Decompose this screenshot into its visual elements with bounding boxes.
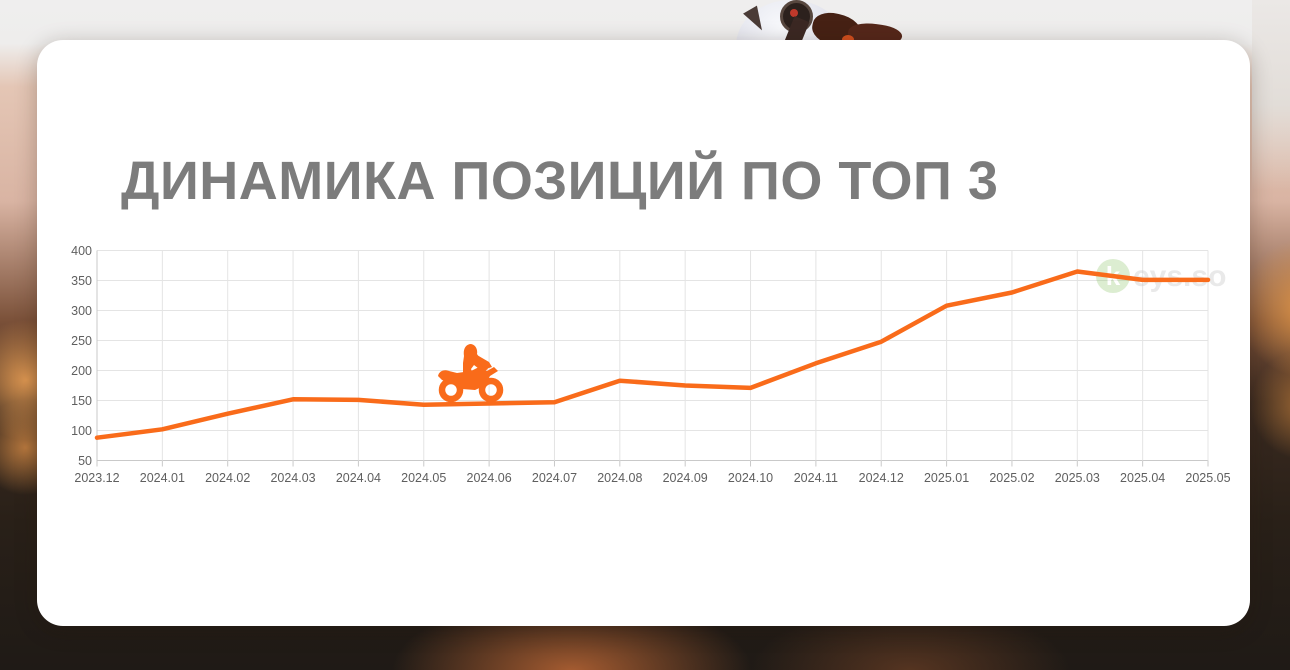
x-axis-label: 2024.05: [401, 471, 447, 485]
line-chart-canvas: k eys.so: [94, 250, 1226, 467]
x-axis-label: 2025.04: [1120, 471, 1166, 485]
y-axis-label: 150: [71, 393, 92, 408]
x-axis-label: 2024.02: [205, 471, 251, 485]
positions-line: [94, 269, 1211, 440]
y-axis-label: 300: [71, 303, 92, 318]
watermark-text: eys.so: [1133, 260, 1226, 293]
y-axis-label: 100: [71, 423, 92, 438]
x-axis-label: 2024.06: [466, 471, 512, 485]
x-axis-label: 2025.05: [1185, 471, 1231, 485]
y-axis-label: 350: [71, 273, 92, 288]
x-axis-label: 2024.03: [270, 471, 316, 485]
x-axis-label: 2024.08: [597, 471, 643, 485]
x-axis-label: 2025.02: [989, 471, 1035, 485]
y-axis-label: 50: [78, 453, 92, 468]
y-axis-label: 250: [71, 333, 92, 348]
x-axis-label: 2023.12: [74, 471, 120, 485]
x-axis-label: 2024.09: [662, 471, 708, 485]
x-axis-label: 2024.04: [335, 471, 381, 485]
x-axis-label: 2024.10: [727, 471, 774, 485]
x-axis-label: 2024.01: [139, 471, 185, 485]
y-axis-label: 200: [71, 363, 92, 378]
keys-so-watermark: k eys.so: [1096, 259, 1226, 293]
x-axis-label: 2024.11: [793, 471, 838, 485]
x-axis-label: 2024.07: [531, 471, 578, 485]
x-axis-label: 2025.03: [1054, 471, 1100, 485]
report-card: ДИНАМИКА ПОЗИЦИЙ ПО ТОП 3 k eys.so 50 100 1…: [37, 40, 1250, 626]
y-axis-label: 400: [71, 243, 92, 258]
camera-lens-icon: [790, 9, 798, 17]
jacket-accent: [842, 35, 854, 44]
motocross-rider-icon: [438, 344, 504, 403]
top3-positions-chart: k eys.so 50 100 150 200 250 300 350 400 2023.12 2…: [60, 238, 1245, 490]
x-axis-label: 2025.01: [923, 471, 970, 485]
x-axis-label: 2024.12: [858, 471, 904, 485]
page-title: ДИНАМИКА ПОЗИЦИЙ ПО ТОП 3: [121, 151, 999, 211]
